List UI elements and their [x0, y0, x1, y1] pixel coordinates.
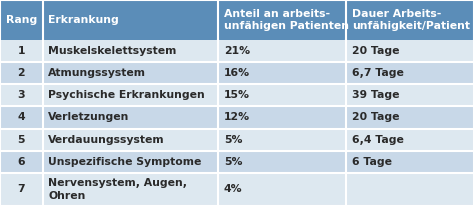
- Bar: [218, 84, 346, 107]
- Bar: [218, 62, 346, 84]
- Text: Erkrankung: Erkrankung: [48, 15, 119, 25]
- Text: 6 Tage: 6 Tage: [352, 157, 392, 167]
- Bar: [346, 173, 474, 206]
- Text: 15%: 15%: [224, 90, 250, 100]
- Bar: [0, 173, 43, 206]
- Text: Nervensystem, Augen,
Ohren: Nervensystem, Augen, Ohren: [48, 178, 187, 201]
- Text: 20 Tage: 20 Tage: [352, 46, 399, 56]
- Bar: [218, 0, 346, 40]
- Bar: [346, 0, 474, 40]
- Bar: [43, 62, 218, 84]
- Bar: [346, 62, 474, 84]
- Bar: [43, 84, 218, 107]
- Bar: [218, 151, 346, 173]
- Text: Unspezifische Symptome: Unspezifische Symptome: [48, 157, 202, 167]
- Text: 3: 3: [18, 90, 25, 100]
- Text: 7: 7: [18, 184, 25, 194]
- Text: 6: 6: [18, 157, 25, 167]
- Bar: [43, 0, 218, 40]
- Bar: [43, 129, 218, 151]
- Text: Atmungssystem: Atmungssystem: [48, 68, 146, 78]
- Bar: [43, 173, 218, 206]
- Text: 4%: 4%: [224, 184, 242, 194]
- Bar: [0, 84, 43, 107]
- Text: Anteil an arbeits-
unfähigen Patienten: Anteil an arbeits- unfähigen Patienten: [224, 9, 349, 31]
- Bar: [218, 173, 346, 206]
- Text: Rang: Rang: [6, 15, 37, 25]
- Text: 20 Tage: 20 Tage: [352, 112, 399, 122]
- Text: 2: 2: [18, 68, 25, 78]
- Text: 5%: 5%: [224, 157, 242, 167]
- Text: Muskelskelettsystem: Muskelskelettsystem: [48, 46, 177, 56]
- Bar: [346, 40, 474, 62]
- Bar: [43, 151, 218, 173]
- Bar: [346, 107, 474, 129]
- Bar: [43, 40, 218, 62]
- Text: Verletzungen: Verletzungen: [48, 112, 130, 122]
- Text: 6,4 Tage: 6,4 Tage: [352, 135, 403, 145]
- Bar: [346, 84, 474, 107]
- Text: 21%: 21%: [224, 46, 250, 56]
- Bar: [218, 107, 346, 129]
- Bar: [0, 0, 43, 40]
- Bar: [0, 107, 43, 129]
- Bar: [218, 129, 346, 151]
- Bar: [0, 129, 43, 151]
- Bar: [0, 62, 43, 84]
- Text: Psychische Erkrankungen: Psychische Erkrankungen: [48, 90, 205, 100]
- Text: 4: 4: [18, 112, 25, 122]
- Bar: [346, 151, 474, 173]
- Text: 5: 5: [18, 135, 25, 145]
- Bar: [218, 40, 346, 62]
- Text: 16%: 16%: [224, 68, 250, 78]
- Bar: [43, 107, 218, 129]
- Text: Verdauungssystem: Verdauungssystem: [48, 135, 165, 145]
- Text: Dauer Arbeits-
unfähigkeit/Patient: Dauer Arbeits- unfähigkeit/Patient: [352, 9, 470, 31]
- Text: 6,7 Tage: 6,7 Tage: [352, 68, 403, 78]
- Text: 12%: 12%: [224, 112, 250, 122]
- Bar: [0, 151, 43, 173]
- Bar: [0, 40, 43, 62]
- Text: 39 Tage: 39 Tage: [352, 90, 399, 100]
- Bar: [346, 129, 474, 151]
- Text: 1: 1: [18, 46, 25, 56]
- Text: 5%: 5%: [224, 135, 242, 145]
